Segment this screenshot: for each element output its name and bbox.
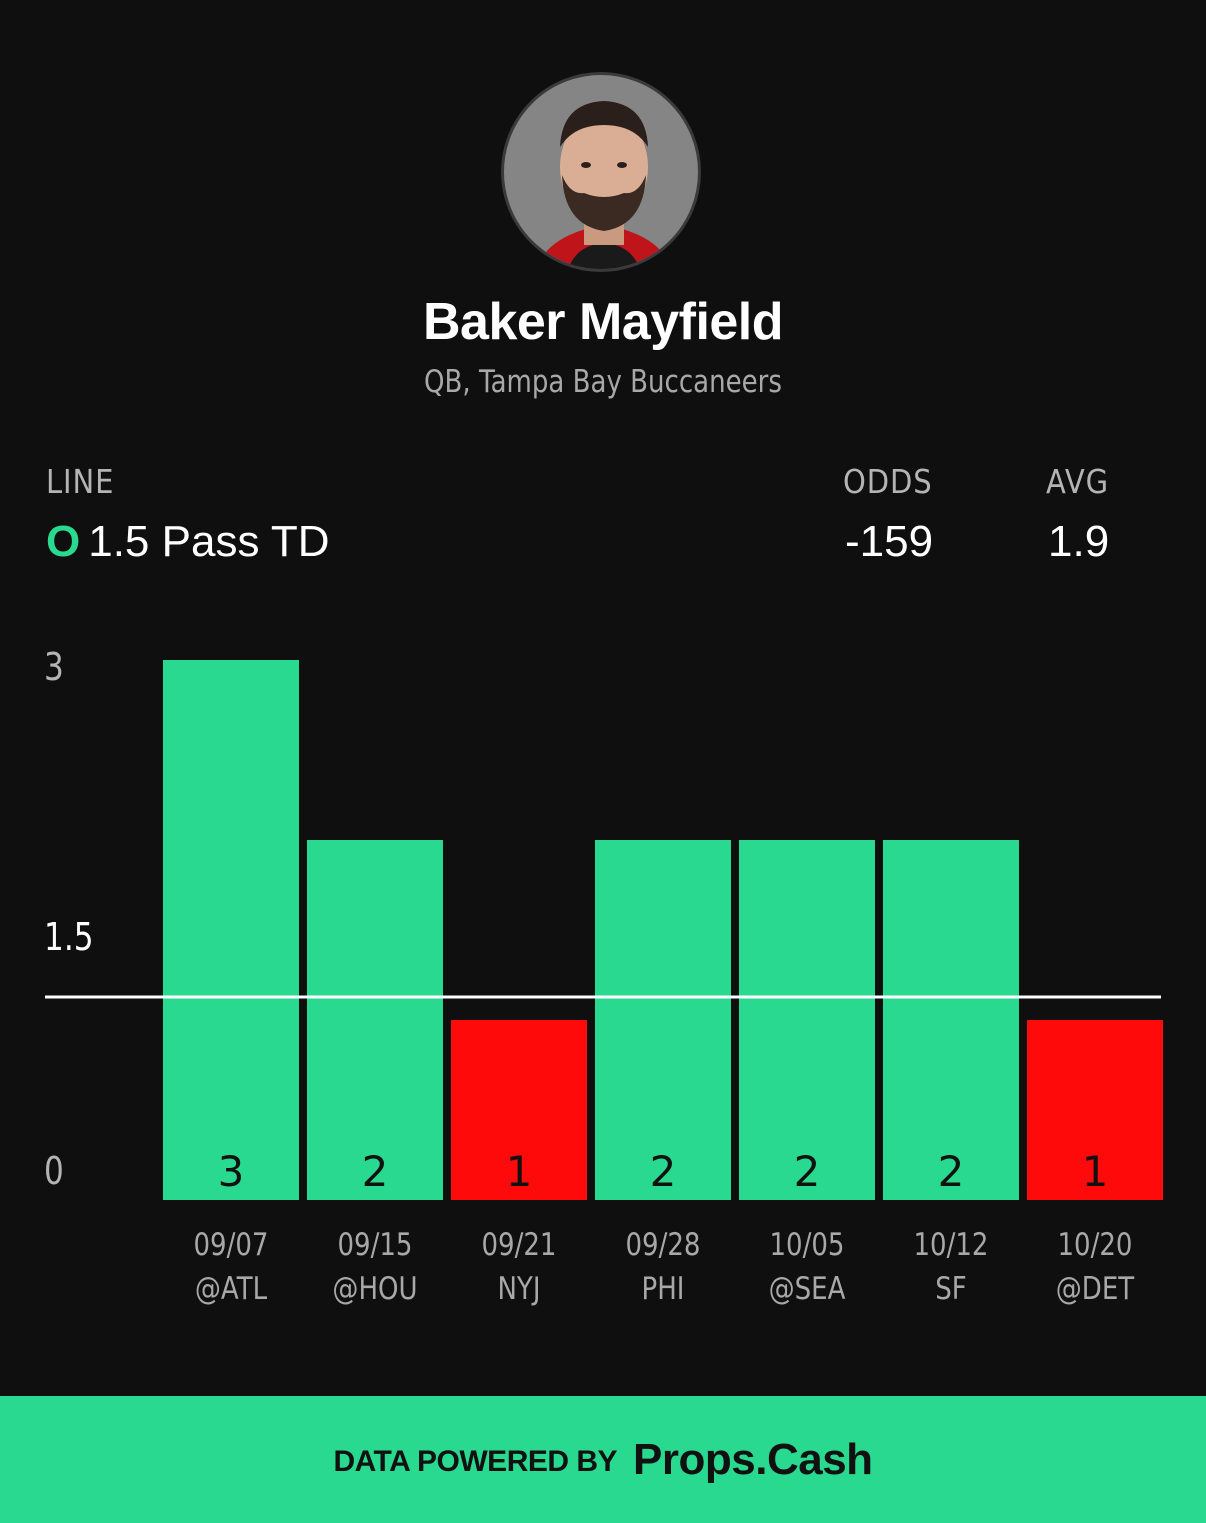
line-label: LINE	[46, 462, 115, 501]
player-name: Baker Mayfield	[422, 293, 784, 351]
x-tick-date: 09/15	[337, 1226, 412, 1263]
player-position-team: QB, Tampa Bay Buccaneers	[424, 364, 782, 400]
x-tick-opponent: @DET	[1056, 1270, 1135, 1307]
bar-10/20	[1027, 1020, 1163, 1200]
bar-09/21	[451, 1020, 587, 1200]
line-value: O 1.5 Pass TD	[46, 517, 330, 567]
footer-brand-link[interactable]: Props.Cash	[633, 1434, 873, 1484]
footer-prefix: DATA POWERED BY	[333, 1444, 618, 1478]
x-tick-opponent: SF	[935, 1270, 966, 1307]
over-indicator: O	[46, 517, 81, 566]
player-headshot-image	[535, 101, 673, 269]
bar-value-label: 2	[938, 1147, 965, 1196]
y-tick-label: 1.5	[44, 916, 94, 960]
bar-value-label: 2	[794, 1147, 821, 1196]
x-tick-opponent: PHI	[642, 1270, 685, 1307]
bar-value-label: 2	[362, 1147, 389, 1196]
avg-value: 1.9	[1048, 517, 1110, 566]
y-tick-label: 3	[44, 646, 64, 690]
x-tick-opponent: @HOU	[332, 1270, 417, 1307]
bar-value-label: 1	[1082, 1147, 1109, 1196]
bar-value-label: 1	[506, 1147, 533, 1196]
x-tick-date: 09/21	[481, 1226, 556, 1263]
x-tick-opponent: @ATL	[195, 1270, 267, 1307]
line-text: 1.5 Pass TD	[88, 517, 330, 566]
odds-value: -159	[845, 517, 934, 566]
y-tick-label: 0	[44, 1150, 64, 1194]
bar-10/05	[739, 840, 875, 1200]
bar-09/28	[595, 840, 731, 1200]
x-tick-date: 10/12	[913, 1226, 988, 1263]
bar-09/15	[307, 840, 443, 1200]
pass-td-bar-chart: 3 1.5 0 3 09/07 @ATL 2 09/15 @HOU 1 09/21 NYJ 2 09/28…	[44, 646, 1163, 1307]
avg-label: AVG	[1046, 462, 1110, 501]
x-tick-date: 09/07	[193, 1226, 268, 1263]
x-tick-date: 10/20	[1057, 1226, 1132, 1263]
footer-banner: DATA POWERED BY Props.Cash	[0, 1396, 1206, 1523]
bar-value-label: 3	[218, 1147, 245, 1196]
x-tick-opponent: NYJ	[497, 1270, 540, 1307]
bar-10/12	[883, 840, 1019, 1200]
x-tick-date: 09/28	[625, 1226, 700, 1263]
bar-value-label: 2	[650, 1147, 677, 1196]
odds-label: ODDS	[843, 462, 933, 501]
x-tick-opponent: @SEA	[769, 1270, 846, 1307]
player-avatar	[501, 72, 701, 272]
bar-09/07	[163, 660, 299, 1200]
x-tick-date: 10/05	[769, 1226, 844, 1263]
